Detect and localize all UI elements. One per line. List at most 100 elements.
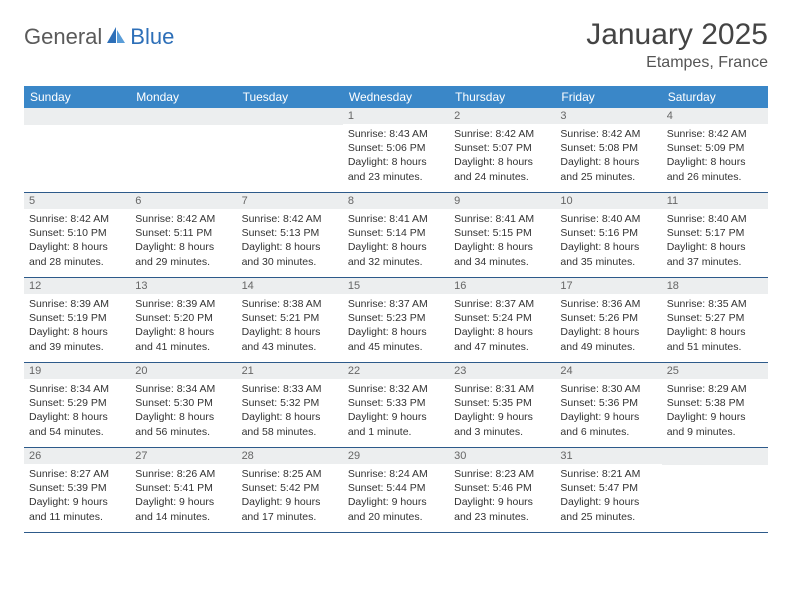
day-cell: 29Sunrise: 8:24 AMSunset: 5:44 PMDayligh… [343, 448, 449, 532]
sail-icon [105, 25, 127, 50]
day-number: 31 [555, 448, 661, 464]
day-header-saturday: Saturday [662, 86, 768, 108]
day-number: 26 [24, 448, 130, 464]
day-info: Sunrise: 8:37 AMSunset: 5:23 PMDaylight:… [343, 294, 449, 359]
day-cell: 20Sunrise: 8:34 AMSunset: 5:30 PMDayligh… [130, 363, 236, 447]
day-number: 3 [555, 108, 661, 124]
day-cell: 12Sunrise: 8:39 AMSunset: 5:19 PMDayligh… [24, 278, 130, 362]
day-number: 23 [449, 363, 555, 379]
day-header-thursday: Thursday [449, 86, 555, 108]
day-info: Sunrise: 8:40 AMSunset: 5:16 PMDaylight:… [555, 209, 661, 274]
day-number: 15 [343, 278, 449, 294]
empty-cell [662, 448, 768, 532]
day-cell: 16Sunrise: 8:37 AMSunset: 5:24 PMDayligh… [449, 278, 555, 362]
day-number: 10 [555, 193, 661, 209]
day-cell: 31Sunrise: 8:21 AMSunset: 5:47 PMDayligh… [555, 448, 661, 532]
day-cell: 10Sunrise: 8:40 AMSunset: 5:16 PMDayligh… [555, 193, 661, 277]
header: General Blue January 2025 Etampes, Franc… [24, 18, 768, 72]
day-header-wednesday: Wednesday [343, 86, 449, 108]
day-info: Sunrise: 8:23 AMSunset: 5:46 PMDaylight:… [449, 464, 555, 529]
day-number: 14 [237, 278, 343, 294]
day-number: 20 [130, 363, 236, 379]
logo: General Blue [24, 24, 174, 50]
day-number: 24 [555, 363, 661, 379]
day-info: Sunrise: 8:40 AMSunset: 5:17 PMDaylight:… [662, 209, 768, 274]
day-cell: 23Sunrise: 8:31 AMSunset: 5:35 PMDayligh… [449, 363, 555, 447]
day-number: 21 [237, 363, 343, 379]
day-number: 27 [130, 448, 236, 464]
day-info: Sunrise: 8:33 AMSunset: 5:32 PMDaylight:… [237, 379, 343, 444]
day-info: Sunrise: 8:42 AMSunset: 5:10 PMDaylight:… [24, 209, 130, 274]
logo-text-general: General [24, 24, 102, 50]
day-number: 13 [130, 278, 236, 294]
day-number: 22 [343, 363, 449, 379]
week-row: 12Sunrise: 8:39 AMSunset: 5:19 PMDayligh… [24, 278, 768, 363]
day-cell: 22Sunrise: 8:32 AMSunset: 5:33 PMDayligh… [343, 363, 449, 447]
day-cell: 25Sunrise: 8:29 AMSunset: 5:38 PMDayligh… [662, 363, 768, 447]
day-info: Sunrise: 8:32 AMSunset: 5:33 PMDaylight:… [343, 379, 449, 444]
week-row: 5Sunrise: 8:42 AMSunset: 5:10 PMDaylight… [24, 193, 768, 278]
day-cell: 14Sunrise: 8:38 AMSunset: 5:21 PMDayligh… [237, 278, 343, 362]
day-number: 25 [662, 363, 768, 379]
day-cell: 15Sunrise: 8:37 AMSunset: 5:23 PMDayligh… [343, 278, 449, 362]
title-block: January 2025 Etampes, France [586, 18, 768, 72]
day-number: 8 [343, 193, 449, 209]
day-info: Sunrise: 8:36 AMSunset: 5:26 PMDaylight:… [555, 294, 661, 359]
day-cell: 21Sunrise: 8:33 AMSunset: 5:32 PMDayligh… [237, 363, 343, 447]
day-number: 30 [449, 448, 555, 464]
day-cell: 24Sunrise: 8:30 AMSunset: 5:36 PMDayligh… [555, 363, 661, 447]
day-info: Sunrise: 8:27 AMSunset: 5:39 PMDaylight:… [24, 464, 130, 529]
day-cell: 5Sunrise: 8:42 AMSunset: 5:10 PMDaylight… [24, 193, 130, 277]
day-cell: 3Sunrise: 8:42 AMSunset: 5:08 PMDaylight… [555, 108, 661, 192]
day-info: Sunrise: 8:21 AMSunset: 5:47 PMDaylight:… [555, 464, 661, 529]
day-info: Sunrise: 8:41 AMSunset: 5:14 PMDaylight:… [343, 209, 449, 274]
day-number: 4 [662, 108, 768, 124]
day-number: 7 [237, 193, 343, 209]
empty-cell [237, 108, 343, 192]
day-cell: 17Sunrise: 8:36 AMSunset: 5:26 PMDayligh… [555, 278, 661, 362]
day-info: Sunrise: 8:39 AMSunset: 5:19 PMDaylight:… [24, 294, 130, 359]
day-number: 6 [130, 193, 236, 209]
month-title: January 2025 [586, 18, 768, 52]
day-cell: 4Sunrise: 8:42 AMSunset: 5:09 PMDaylight… [662, 108, 768, 192]
day-header-row: SundayMondayTuesdayWednesdayThursdayFrid… [24, 86, 768, 108]
day-number: 5 [24, 193, 130, 209]
day-number: 29 [343, 448, 449, 464]
day-info: Sunrise: 8:29 AMSunset: 5:38 PMDaylight:… [662, 379, 768, 444]
day-cell: 19Sunrise: 8:34 AMSunset: 5:29 PMDayligh… [24, 363, 130, 447]
day-cell: 6Sunrise: 8:42 AMSunset: 5:11 PMDaylight… [130, 193, 236, 277]
day-number: 9 [449, 193, 555, 209]
day-number: 18 [662, 278, 768, 294]
day-info: Sunrise: 8:25 AMSunset: 5:42 PMDaylight:… [237, 464, 343, 529]
day-info: Sunrise: 8:39 AMSunset: 5:20 PMDaylight:… [130, 294, 236, 359]
day-number: 1 [343, 108, 449, 124]
day-info: Sunrise: 8:37 AMSunset: 5:24 PMDaylight:… [449, 294, 555, 359]
day-header-sunday: Sunday [24, 86, 130, 108]
empty-cell [130, 108, 236, 192]
day-number: 16 [449, 278, 555, 294]
day-info: Sunrise: 8:30 AMSunset: 5:36 PMDaylight:… [555, 379, 661, 444]
day-cell: 27Sunrise: 8:26 AMSunset: 5:41 PMDayligh… [130, 448, 236, 532]
day-info: Sunrise: 8:41 AMSunset: 5:15 PMDaylight:… [449, 209, 555, 274]
day-info: Sunrise: 8:42 AMSunset: 5:08 PMDaylight:… [555, 124, 661, 189]
day-header-friday: Friday [555, 86, 661, 108]
day-info: Sunrise: 8:38 AMSunset: 5:21 PMDaylight:… [237, 294, 343, 359]
day-number: 11 [662, 193, 768, 209]
day-cell: 7Sunrise: 8:42 AMSunset: 5:13 PMDaylight… [237, 193, 343, 277]
day-info: Sunrise: 8:43 AMSunset: 5:06 PMDaylight:… [343, 124, 449, 189]
week-row: 26Sunrise: 8:27 AMSunset: 5:39 PMDayligh… [24, 448, 768, 533]
day-info: Sunrise: 8:35 AMSunset: 5:27 PMDaylight:… [662, 294, 768, 359]
day-info: Sunrise: 8:42 AMSunset: 5:13 PMDaylight:… [237, 209, 343, 274]
day-number: 28 [237, 448, 343, 464]
week-row: 1Sunrise: 8:43 AMSunset: 5:06 PMDaylight… [24, 108, 768, 193]
day-cell: 11Sunrise: 8:40 AMSunset: 5:17 PMDayligh… [662, 193, 768, 277]
empty-cell [24, 108, 130, 192]
day-cell: 9Sunrise: 8:41 AMSunset: 5:15 PMDaylight… [449, 193, 555, 277]
day-info: Sunrise: 8:26 AMSunset: 5:41 PMDaylight:… [130, 464, 236, 529]
day-info: Sunrise: 8:24 AMSunset: 5:44 PMDaylight:… [343, 464, 449, 529]
day-info: Sunrise: 8:34 AMSunset: 5:29 PMDaylight:… [24, 379, 130, 444]
day-number: 2 [449, 108, 555, 124]
day-cell: 2Sunrise: 8:42 AMSunset: 5:07 PMDaylight… [449, 108, 555, 192]
day-info: Sunrise: 8:34 AMSunset: 5:30 PMDaylight:… [130, 379, 236, 444]
day-cell: 30Sunrise: 8:23 AMSunset: 5:46 PMDayligh… [449, 448, 555, 532]
